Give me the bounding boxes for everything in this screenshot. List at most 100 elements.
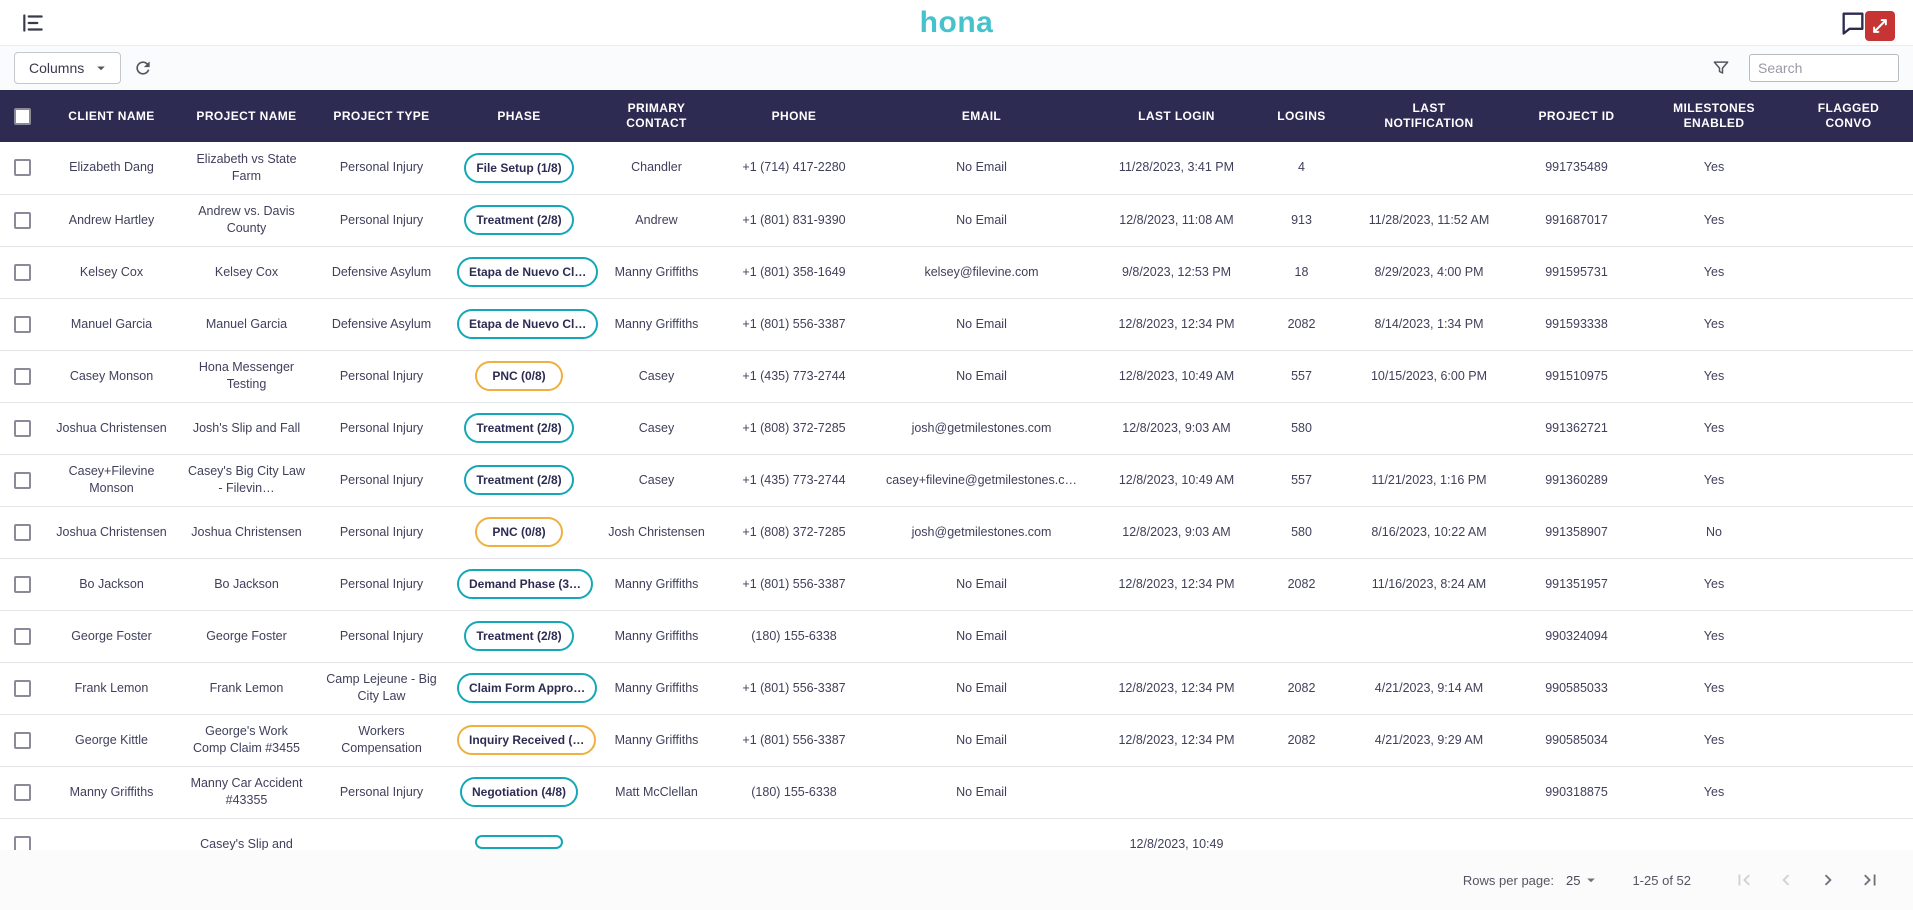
project-type-cell: Defensive Asylum	[314, 298, 449, 351]
row-checkbox[interactable]	[13, 783, 31, 801]
phase-badge: Etapa de Nuevo Cl…	[457, 256, 599, 288]
project-name-cell: Andrew vs. Davis County	[179, 194, 314, 247]
column-header-logins[interactable]: LOGINS	[1254, 90, 1349, 142]
primary-contact-cell: Manny Griffiths	[589, 610, 724, 663]
project-type-cell: Personal Injury	[314, 766, 449, 819]
chevron-down-icon	[1587, 878, 1596, 883]
milestones-enabled-cell: Yes	[1644, 194, 1784, 247]
table-row: Joshua Christensen Joshua Christensen Pe…	[0, 506, 1913, 559]
columns-button[interactable]: Columns	[14, 52, 122, 84]
last-notification-cell: 11/21/2023, 1:16 PM	[1349, 454, 1509, 507]
table-header-row: CLIENT NAME PROJECT NAME PROJECT TYPE PH…	[0, 90, 1913, 142]
email-cell: No Email	[864, 610, 1099, 663]
project-id-cell: 991510975	[1509, 350, 1644, 403]
row-checkbox[interactable]	[13, 159, 31, 177]
project-id-cell: 991595731	[1509, 246, 1644, 299]
column-header-primary-contact[interactable]: PRIMARY CONTACT	[589, 90, 724, 142]
project-id-cell: 991358907	[1509, 506, 1644, 559]
primary-contact-cell: Manny Griffiths	[589, 714, 724, 767]
last-login-cell: 12/8/2023, 10:49 AM	[1099, 350, 1254, 403]
project-id-cell: 991362721	[1509, 402, 1644, 455]
row-checkbox[interactable]	[13, 471, 31, 489]
project-id-cell: 991351957	[1509, 558, 1644, 611]
project-type-cell: Personal Injury	[314, 402, 449, 455]
phone-cell: +1 (801) 556-3387	[724, 558, 864, 611]
email-cell: josh@getmilestones.com	[864, 402, 1099, 455]
column-header-phone[interactable]: PHONE	[724, 90, 864, 142]
select-all-checkbox[interactable]	[13, 107, 31, 125]
phase-cell: Etapa de Nuevo Cl…	[449, 298, 599, 351]
table-toolbar: Columns	[0, 46, 1913, 90]
phone-cell: +1 (801) 556-3387	[724, 662, 864, 715]
phase-cell: File Setup (1/8)	[449, 142, 589, 195]
row-checkbox[interactable]	[13, 835, 31, 853]
row-select-cell	[0, 350, 44, 403]
email-cell: No Email	[864, 350, 1099, 403]
row-checkbox[interactable]	[13, 575, 31, 593]
milestones-enabled-cell: Yes	[1644, 662, 1784, 715]
row-checkbox[interactable]	[13, 263, 31, 281]
chat-bubble-icon[interactable]	[1837, 7, 1869, 39]
table-body: Elizabeth Dang Elizabeth vs State Farm P…	[0, 142, 1913, 871]
last-notification-cell: 11/28/2023, 11:52 AM	[1349, 194, 1509, 247]
row-checkbox[interactable]	[13, 367, 31, 385]
primary-contact-cell: Manny Griffiths	[589, 298, 724, 351]
row-select-cell	[0, 766, 44, 819]
column-header-project-id[interactable]: PROJECT ID	[1509, 90, 1644, 142]
last-page-button[interactable]	[1853, 863, 1887, 897]
menu-icon[interactable]	[18, 8, 48, 38]
phase-cell: PNC (0/8)	[449, 350, 589, 403]
client-name-cell: George Kittle	[44, 714, 179, 767]
phone-cell: +1 (435) 773-2744	[724, 350, 864, 403]
table-row: Joshua Christensen Josh's Slip and Fall …	[0, 402, 1913, 455]
row-checkbox[interactable]	[13, 679, 31, 697]
phase-badge: Treatment (2/8)	[464, 620, 574, 652]
table-row: Manuel Garcia Manuel Garcia Defensive As…	[0, 298, 1913, 351]
column-header-milestones-enabled[interactable]: MILESTONES ENABLED	[1644, 90, 1784, 142]
table-row: Frank Lemon Frank Lemon Camp Lejeune - B…	[0, 662, 1913, 715]
column-header-last-notification[interactable]: LAST NOTIFICATION	[1349, 90, 1509, 142]
last-login-cell: 9/8/2023, 12:53 PM	[1099, 246, 1254, 299]
next-page-button[interactable]	[1811, 863, 1845, 897]
last-notification-cell: 4/21/2023, 9:29 AM	[1349, 714, 1509, 767]
column-header-project-type[interactable]: PROJECT TYPE	[314, 90, 449, 142]
logins-cell: 2082	[1254, 298, 1349, 351]
first-page-button[interactable]	[1727, 863, 1761, 897]
column-header-flagged-convo[interactable]: FLAGGED CONVO	[1784, 90, 1913, 142]
table-row: George Foster George Foster Personal Inj…	[0, 610, 1913, 663]
flagged-convo-cell	[1784, 662, 1913, 715]
project-type-cell: Personal Injury	[314, 610, 449, 663]
row-checkbox[interactable]	[13, 523, 31, 541]
last-notification-cell: 8/29/2023, 4:00 PM	[1349, 246, 1509, 299]
milestones-enabled-cell: Yes	[1644, 142, 1784, 195]
rows-per-page-label: Rows per page:	[1462, 872, 1554, 888]
project-type-cell: Personal Injury	[314, 194, 449, 247]
column-header-last-login[interactable]: LAST LOGIN	[1099, 90, 1254, 142]
project-name-cell: George's Work Comp Claim #3455	[179, 714, 314, 767]
row-checkbox[interactable]	[13, 731, 31, 749]
row-checkbox[interactable]	[13, 211, 31, 229]
row-checkbox[interactable]	[13, 315, 31, 333]
previous-page-button[interactable]	[1769, 863, 1803, 897]
column-header-phase[interactable]: PHASE	[449, 90, 589, 142]
screen-share-icon[interactable]	[1865, 10, 1895, 41]
flagged-convo-cell	[1784, 454, 1913, 507]
column-header-email[interactable]: EMAIL	[864, 90, 1099, 142]
project-name-cell: Casey's Big City Law - Filevin…	[179, 454, 314, 507]
logins-cell: 4	[1254, 142, 1349, 195]
phone-cell: +1 (808) 372-7285	[724, 506, 864, 559]
chevron-down-icon	[97, 66, 105, 71]
column-header-project-name[interactable]: PROJECT NAME	[179, 90, 314, 142]
project-id-cell: 990324094	[1509, 610, 1644, 663]
milestones-enabled-cell: Yes	[1644, 766, 1784, 819]
filter-icon[interactable]	[1709, 56, 1733, 80]
refresh-icon[interactable]	[131, 56, 155, 80]
last-login-cell: 12/8/2023, 12:34 PM	[1099, 714, 1254, 767]
row-checkbox[interactable]	[13, 419, 31, 437]
logins-cell: 557	[1254, 454, 1349, 507]
rows-per-page-select[interactable]: 25	[1566, 871, 1600, 889]
column-header-client-name[interactable]: CLIENT NAME	[44, 90, 179, 142]
search-input[interactable]	[1749, 54, 1899, 82]
client-name-cell: Andrew Hartley	[44, 194, 179, 247]
row-checkbox[interactable]	[13, 627, 31, 645]
